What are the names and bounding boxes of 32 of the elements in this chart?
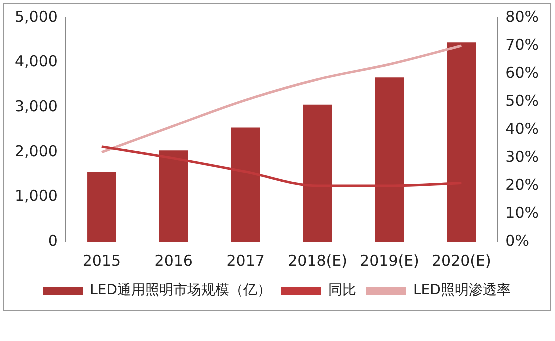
y2-tick-label: 30% bbox=[506, 148, 540, 166]
y2-tick-label: 80% bbox=[506, 8, 540, 26]
legend-label: 同比 bbox=[328, 282, 356, 299]
x-tick-label: 2016 bbox=[154, 252, 193, 270]
x-tick-label: 2019(E) bbox=[360, 252, 420, 270]
x-tick-label: 2015 bbox=[82, 252, 122, 270]
y2-tick-label: 70% bbox=[506, 36, 540, 54]
y-tick-label: 5,000 bbox=[14, 8, 58, 26]
legend-label: LED照明渗透率 bbox=[414, 282, 511, 299]
bar bbox=[231, 128, 260, 242]
line-series bbox=[100, 44, 463, 154]
x-tick-label: 2020(E) bbox=[432, 252, 492, 270]
line-series bbox=[100, 146, 463, 188]
y2-tick-label: 0% bbox=[506, 232, 530, 250]
y-tick-label: 1,000 bbox=[14, 187, 58, 206]
bar bbox=[303, 104, 332, 242]
bar bbox=[88, 172, 116, 242]
bar bbox=[159, 150, 188, 242]
y2-tick-label: 50% bbox=[506, 92, 540, 110]
y2-tick-label: 10% bbox=[506, 204, 540, 222]
y-tick-label: 0 bbox=[48, 232, 58, 250]
y-tick-label: 3,000 bbox=[14, 97, 58, 116]
bar bbox=[447, 42, 476, 242]
y2-tick-label: 60% bbox=[506, 64, 540, 82]
bar bbox=[375, 78, 404, 242]
y2-tick-label: 40% bbox=[506, 120, 540, 138]
x-tick-label: 2018(E) bbox=[288, 252, 348, 270]
x-tick-label: 2017 bbox=[226, 252, 265, 270]
y2-tick-label: 20% bbox=[506, 176, 540, 194]
legend-label: LED通用照明市场规模（亿） bbox=[90, 282, 272, 299]
y-tick-label: 4,000 bbox=[14, 52, 58, 71]
y-tick-label: 2,000 bbox=[14, 142, 58, 160]
